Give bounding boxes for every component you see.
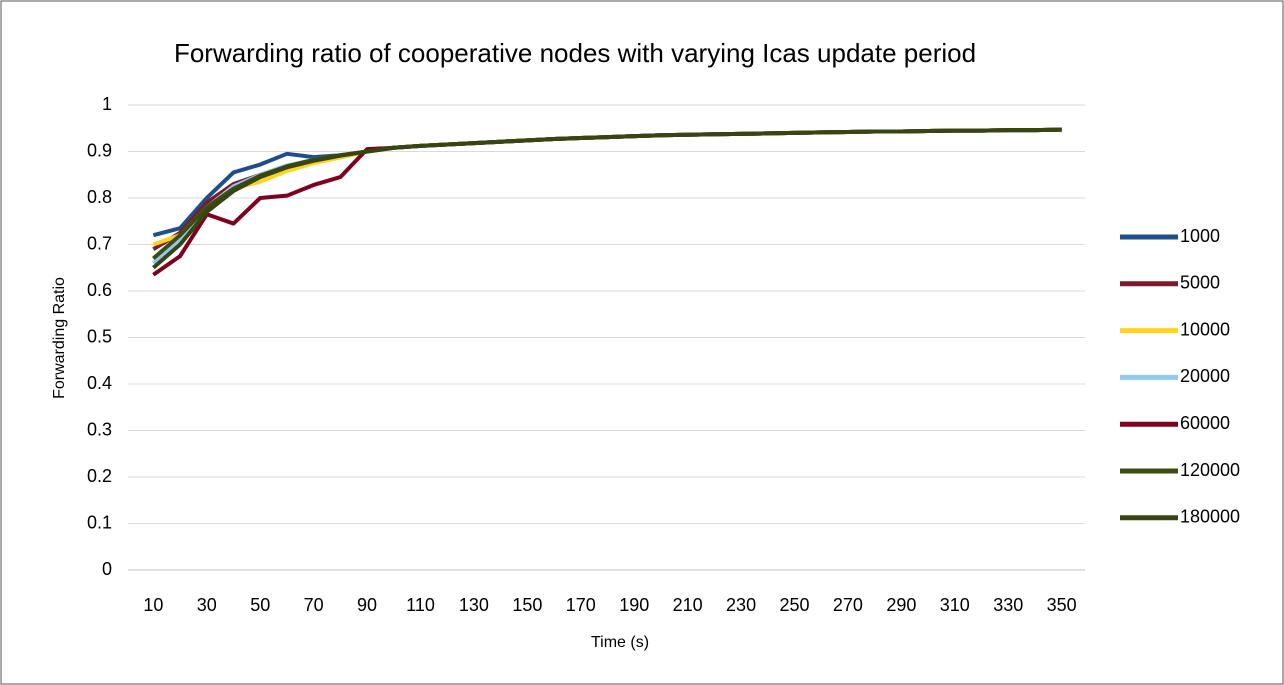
x-tick-label: 330	[993, 595, 1023, 615]
x-tick-label: 10	[143, 595, 163, 615]
x-tick-label: 350	[1047, 595, 1077, 615]
y-tick-label: 0.3	[87, 419, 112, 439]
x-axis-label: Time (s)	[591, 634, 649, 651]
x-tick-label: 230	[726, 595, 756, 615]
x-tick-label: 250	[779, 595, 809, 615]
x-tick-label: 90	[357, 595, 377, 615]
y-tick-label: 0	[102, 559, 112, 579]
x-tick-label: 310	[940, 595, 970, 615]
legend-label: 120000	[1180, 460, 1240, 480]
y-tick-label: 0.6	[87, 280, 112, 300]
y-tick-label: 0.7	[87, 233, 112, 253]
y-tick-label: 0.2	[87, 466, 112, 486]
x-tick-label: 110	[406, 595, 435, 615]
y-tick-label: 0.9	[87, 140, 112, 160]
x-tick-label: 50	[250, 595, 270, 615]
legend-label: 180000	[1180, 507, 1240, 527]
chart-title: Forwarding ratio of cooperative nodes wi…	[174, 38, 976, 68]
series-line	[152, 127, 1062, 270]
legend-label: 1000	[1180, 226, 1220, 246]
x-tick-label: 70	[304, 595, 324, 615]
x-tick-label: 210	[673, 595, 703, 615]
legend-label: 60000	[1180, 413, 1230, 433]
y-tick-label: 0.1	[87, 512, 112, 532]
x-tick-label: 130	[459, 595, 489, 615]
x-tick-label: 290	[886, 595, 916, 615]
x-tick-label: 190	[619, 595, 649, 615]
y-tick-label: 0.5	[87, 326, 112, 346]
y-tick-label: 1	[102, 94, 112, 114]
x-tick-label: 150	[512, 595, 542, 615]
x-tick-label: 170	[566, 595, 596, 615]
x-tick-label: 270	[833, 595, 863, 615]
y-axis-label: Forwarding Ratio	[51, 277, 68, 399]
x-tick-label: 30	[197, 595, 217, 615]
legend-label: 10000	[1180, 319, 1230, 339]
legend-label: 20000	[1180, 366, 1230, 386]
y-tick-label: 0.4	[87, 373, 112, 393]
y-tick-label: 0.8	[87, 187, 112, 207]
legend-label: 5000	[1180, 273, 1220, 293]
